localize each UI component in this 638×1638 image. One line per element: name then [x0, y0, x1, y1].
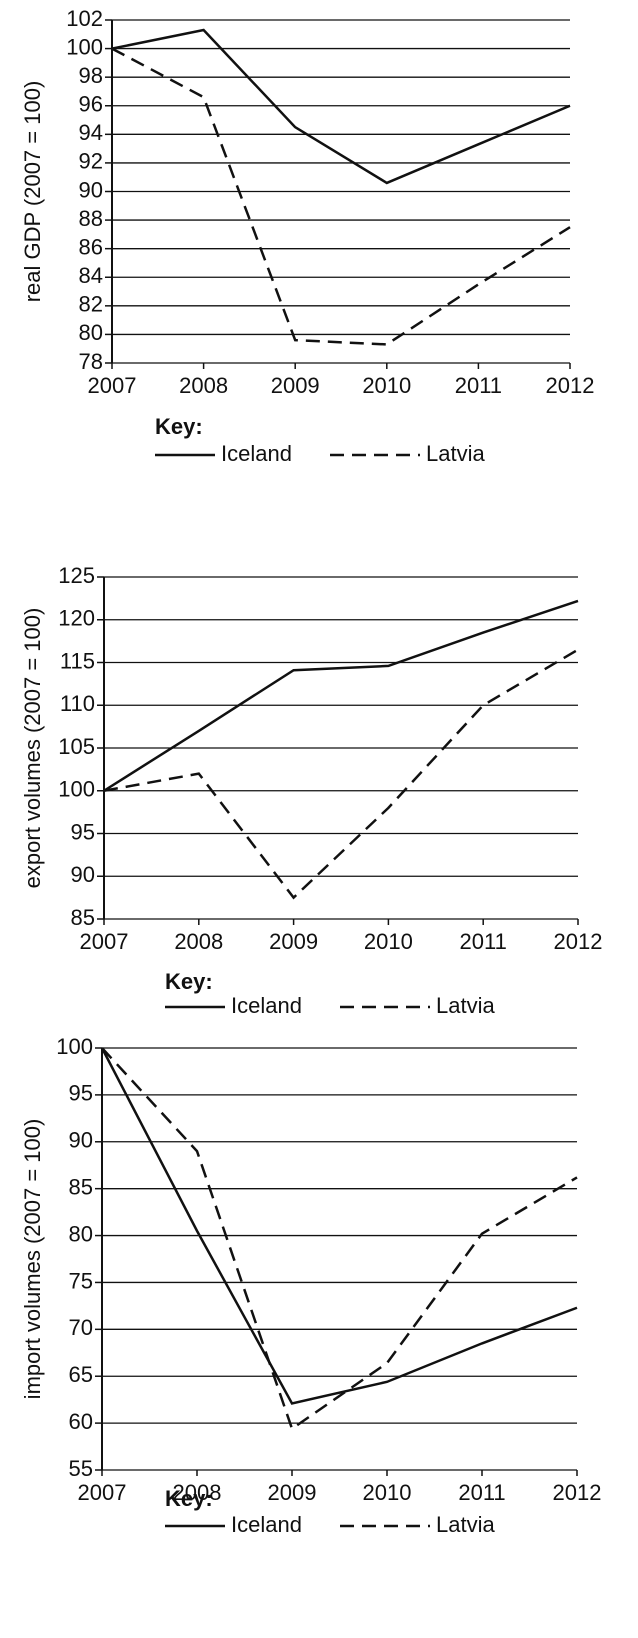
legend-label: Iceland [231, 993, 302, 1018]
legend-label: Iceland [221, 441, 292, 466]
y-tick-label: 120 [58, 606, 95, 631]
x-tick-label: 2010 [363, 1480, 412, 1505]
x-tick-label: 2009 [271, 373, 320, 398]
data-line [111, 28, 571, 185]
y-tick-label: 92 [79, 149, 103, 174]
y-tick-label: 100 [56, 1034, 93, 1059]
legend-title: Key: [155, 414, 203, 439]
y-tick-label: 90 [71, 862, 95, 887]
y-tick-label: 90 [79, 177, 103, 202]
y-tick-label: 100 [66, 34, 103, 59]
y-tick-label: 80 [69, 1221, 93, 1246]
legend-label: Latvia [436, 1512, 495, 1537]
legend-label: Latvia [426, 441, 485, 466]
x-tick-label: 2008 [174, 929, 223, 954]
legend-title: Key: [165, 969, 213, 994]
legend-title: Key: [165, 1486, 213, 1511]
y-tick-label: 85 [71, 905, 95, 930]
x-tick-label: 2011 [455, 373, 502, 398]
y-tick-label: 78 [79, 349, 103, 374]
x-tick-label: 2012 [546, 373, 595, 398]
x-tick-label: 2007 [88, 373, 137, 398]
x-tick-label: 2008 [179, 373, 228, 398]
data-line [100, 1047, 578, 1405]
y-tick-label: 88 [79, 206, 103, 231]
y-axis-title: import volumes (2007 = 100) [20, 1119, 45, 1400]
y-tick-label: 100 [58, 777, 95, 802]
x-tick-label: 2008 [173, 1480, 222, 1505]
y-tick-label: 125 [58, 563, 95, 588]
y-tick-label: 110 [60, 691, 95, 716]
y-tick-label: 60 [69, 1409, 93, 1434]
y-tick-label: 80 [79, 320, 103, 345]
y-axis-title: export volumes (2007 = 100) [20, 608, 45, 889]
data-line [111, 47, 571, 346]
y-tick-label: 95 [71, 819, 95, 844]
data-line [103, 648, 579, 900]
y-tick-label: 105 [58, 734, 95, 759]
y-tick-label: 98 [79, 63, 103, 88]
x-tick-label: 2011 [460, 929, 507, 954]
y-tick-label: 70 [69, 1315, 93, 1340]
x-tick-label: 2011 [458, 1480, 505, 1505]
legend-label: Iceland [231, 1512, 302, 1537]
y-tick-label: 65 [69, 1362, 93, 1387]
data-line [101, 1047, 578, 1431]
y-tick-label: 102 [66, 6, 103, 31]
x-tick-label: 2012 [554, 929, 603, 954]
y-tick-label: 75 [69, 1268, 93, 1293]
y-tick-label: 115 [60, 648, 95, 673]
y-tick-label: 86 [79, 234, 103, 259]
x-tick-label: 2007 [78, 1480, 127, 1505]
x-tick-label: 2009 [269, 929, 318, 954]
x-tick-label: 2007 [80, 929, 129, 954]
y-tick-label: 95 [69, 1081, 93, 1106]
x-tick-label: 2012 [553, 1480, 602, 1505]
x-tick-label: 2009 [268, 1480, 317, 1505]
y-tick-label: 55 [69, 1456, 93, 1481]
y-tick-label: 94 [79, 120, 103, 145]
y-tick-label: 96 [79, 92, 103, 117]
y-tick-label: 82 [79, 292, 103, 317]
data-line [103, 599, 579, 792]
y-axis-title: real GDP (2007 = 100) [20, 81, 45, 303]
y-tick-label: 85 [69, 1174, 93, 1199]
y-tick-label: 90 [69, 1128, 93, 1153]
legend-label: Latvia [436, 993, 495, 1018]
x-tick-label: 2010 [364, 929, 413, 954]
y-tick-label: 84 [79, 263, 103, 288]
x-tick-label: 2010 [362, 373, 411, 398]
